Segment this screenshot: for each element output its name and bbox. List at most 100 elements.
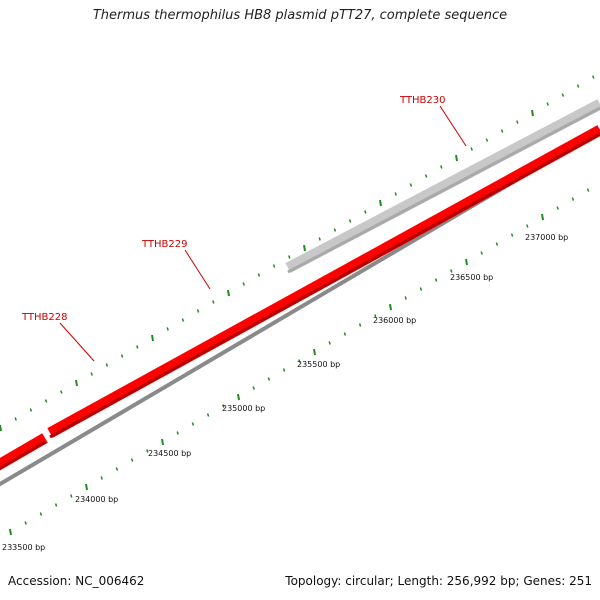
major-tick bbox=[379, 199, 382, 207]
major-tick bbox=[465, 258, 468, 266]
major-tick bbox=[0, 424, 2, 432]
outer-tick-row bbox=[0, 75, 595, 432]
scale-label: 234000 bp bbox=[75, 495, 118, 504]
minor-tick bbox=[571, 197, 575, 201]
scale-label: 235000 bp bbox=[222, 404, 265, 413]
minor-tick bbox=[14, 417, 17, 421]
minor-tick bbox=[105, 363, 109, 367]
minor-tick bbox=[120, 354, 124, 358]
gene-TTHB228-shade bbox=[0, 440, 46, 470]
gene-TTHB228[interactable] bbox=[0, 433, 48, 474]
minor-tick bbox=[176, 431, 179, 435]
inner-tick-row bbox=[9, 188, 590, 536]
minor-tick bbox=[267, 377, 271, 381]
minor-tick bbox=[495, 242, 499, 246]
minor-tick bbox=[206, 413, 210, 417]
scale-label: 233500 bp bbox=[2, 543, 45, 552]
minor-tick bbox=[434, 278, 438, 282]
minor-tick bbox=[364, 210, 367, 214]
scale-label: 236500 bp bbox=[450, 273, 493, 282]
minor-tick bbox=[298, 359, 301, 363]
minor-tick bbox=[450, 269, 453, 273]
minor-tick bbox=[44, 399, 48, 403]
minor-tick bbox=[424, 174, 428, 178]
major-tick bbox=[531, 109, 534, 117]
scale-label: 236000 bp bbox=[373, 316, 416, 325]
minor-tick bbox=[333, 228, 337, 232]
leader-TTHB229 bbox=[184, 249, 211, 290]
minor-tick bbox=[181, 318, 185, 322]
minor-tick bbox=[60, 390, 63, 394]
minor-tick bbox=[90, 372, 93, 376]
minor-tick bbox=[404, 296, 407, 300]
minor-tick bbox=[409, 183, 413, 187]
major-tick bbox=[389, 303, 392, 311]
major-tick bbox=[541, 213, 544, 221]
minor-tick bbox=[222, 404, 225, 408]
minor-tick bbox=[212, 300, 215, 304]
major-tick bbox=[151, 334, 154, 342]
minor-tick bbox=[419, 287, 423, 291]
major-tick bbox=[303, 244, 306, 252]
gene-TTHB230-shade bbox=[287, 106, 600, 274]
minor-tick bbox=[526, 224, 529, 228]
minor-tick bbox=[561, 93, 565, 97]
minor-tick bbox=[257, 273, 261, 277]
gene-label-TTHB230[interactable]: TTHB230 bbox=[399, 95, 446, 106]
minor-tick bbox=[39, 512, 43, 516]
gene-TTHB229-bar[interactable] bbox=[47, 125, 600, 438]
minor-tick bbox=[29, 408, 33, 412]
minor-tick bbox=[480, 251, 483, 255]
minor-tick bbox=[516, 120, 519, 124]
scale-label: 234500 bp bbox=[148, 449, 191, 458]
minor-tick bbox=[24, 521, 27, 525]
scale-label: 237000 bp bbox=[525, 233, 568, 242]
map-title: Thermus thermophilus HB8 plasmid pTT27, … bbox=[92, 8, 508, 23]
minor-tick bbox=[288, 255, 291, 259]
leader-TTHB230 bbox=[439, 105, 467, 147]
scale-labels: 233500 bp 234000 bp 234500 bp 235000 bp … bbox=[2, 233, 568, 552]
minor-tick bbox=[70, 494, 73, 498]
major-tick bbox=[313, 348, 316, 356]
major-tick bbox=[85, 483, 88, 491]
minor-tick bbox=[440, 165, 443, 169]
leader-TTHB228 bbox=[59, 322, 95, 362]
minor-tick bbox=[586, 188, 590, 192]
gene-label-TTHB228[interactable]: TTHB228 bbox=[21, 312, 68, 323]
gene-TTHB230[interactable] bbox=[285, 99, 600, 274]
minor-tick bbox=[166, 327, 169, 331]
minor-tick bbox=[100, 476, 103, 480]
major-tick bbox=[455, 154, 458, 162]
minor-tick bbox=[328, 341, 331, 345]
gene-label-TTHB229[interactable]: TTHB229 bbox=[141, 239, 188, 250]
gene-TTHB229-shade bbox=[49, 132, 600, 439]
gene-TTHB229[interactable] bbox=[47, 125, 600, 439]
minor-tick bbox=[510, 233, 514, 237]
gene-TTHB230-bar[interactable] bbox=[285, 99, 600, 273]
minor-tick bbox=[394, 192, 397, 196]
major-tick bbox=[161, 438, 164, 446]
minor-tick bbox=[348, 219, 352, 223]
minor-tick bbox=[470, 147, 473, 151]
minor-tick bbox=[374, 314, 377, 318]
minor-tick bbox=[242, 282, 245, 286]
minor-tick bbox=[318, 237, 321, 241]
scale-label: 235500 bp bbox=[297, 360, 340, 369]
minor-tick bbox=[191, 422, 195, 426]
minor-tick bbox=[343, 332, 347, 336]
minor-tick bbox=[136, 345, 139, 349]
accession-text: Accession: NC_006462 bbox=[8, 574, 145, 588]
minor-tick bbox=[115, 467, 119, 471]
minor-tick bbox=[592, 75, 595, 79]
minor-tick bbox=[358, 323, 362, 327]
major-tick bbox=[9, 528, 12, 536]
minor-tick bbox=[485, 138, 489, 142]
minor-tick bbox=[130, 458, 134, 462]
minor-tick bbox=[146, 449, 149, 453]
gene-TTHB228-bar[interactable] bbox=[0, 433, 48, 471]
minor-tick bbox=[272, 264, 276, 268]
major-tick bbox=[227, 289, 230, 297]
minor-tick bbox=[500, 129, 504, 133]
major-tick bbox=[75, 379, 78, 387]
minor-tick bbox=[196, 309, 200, 313]
